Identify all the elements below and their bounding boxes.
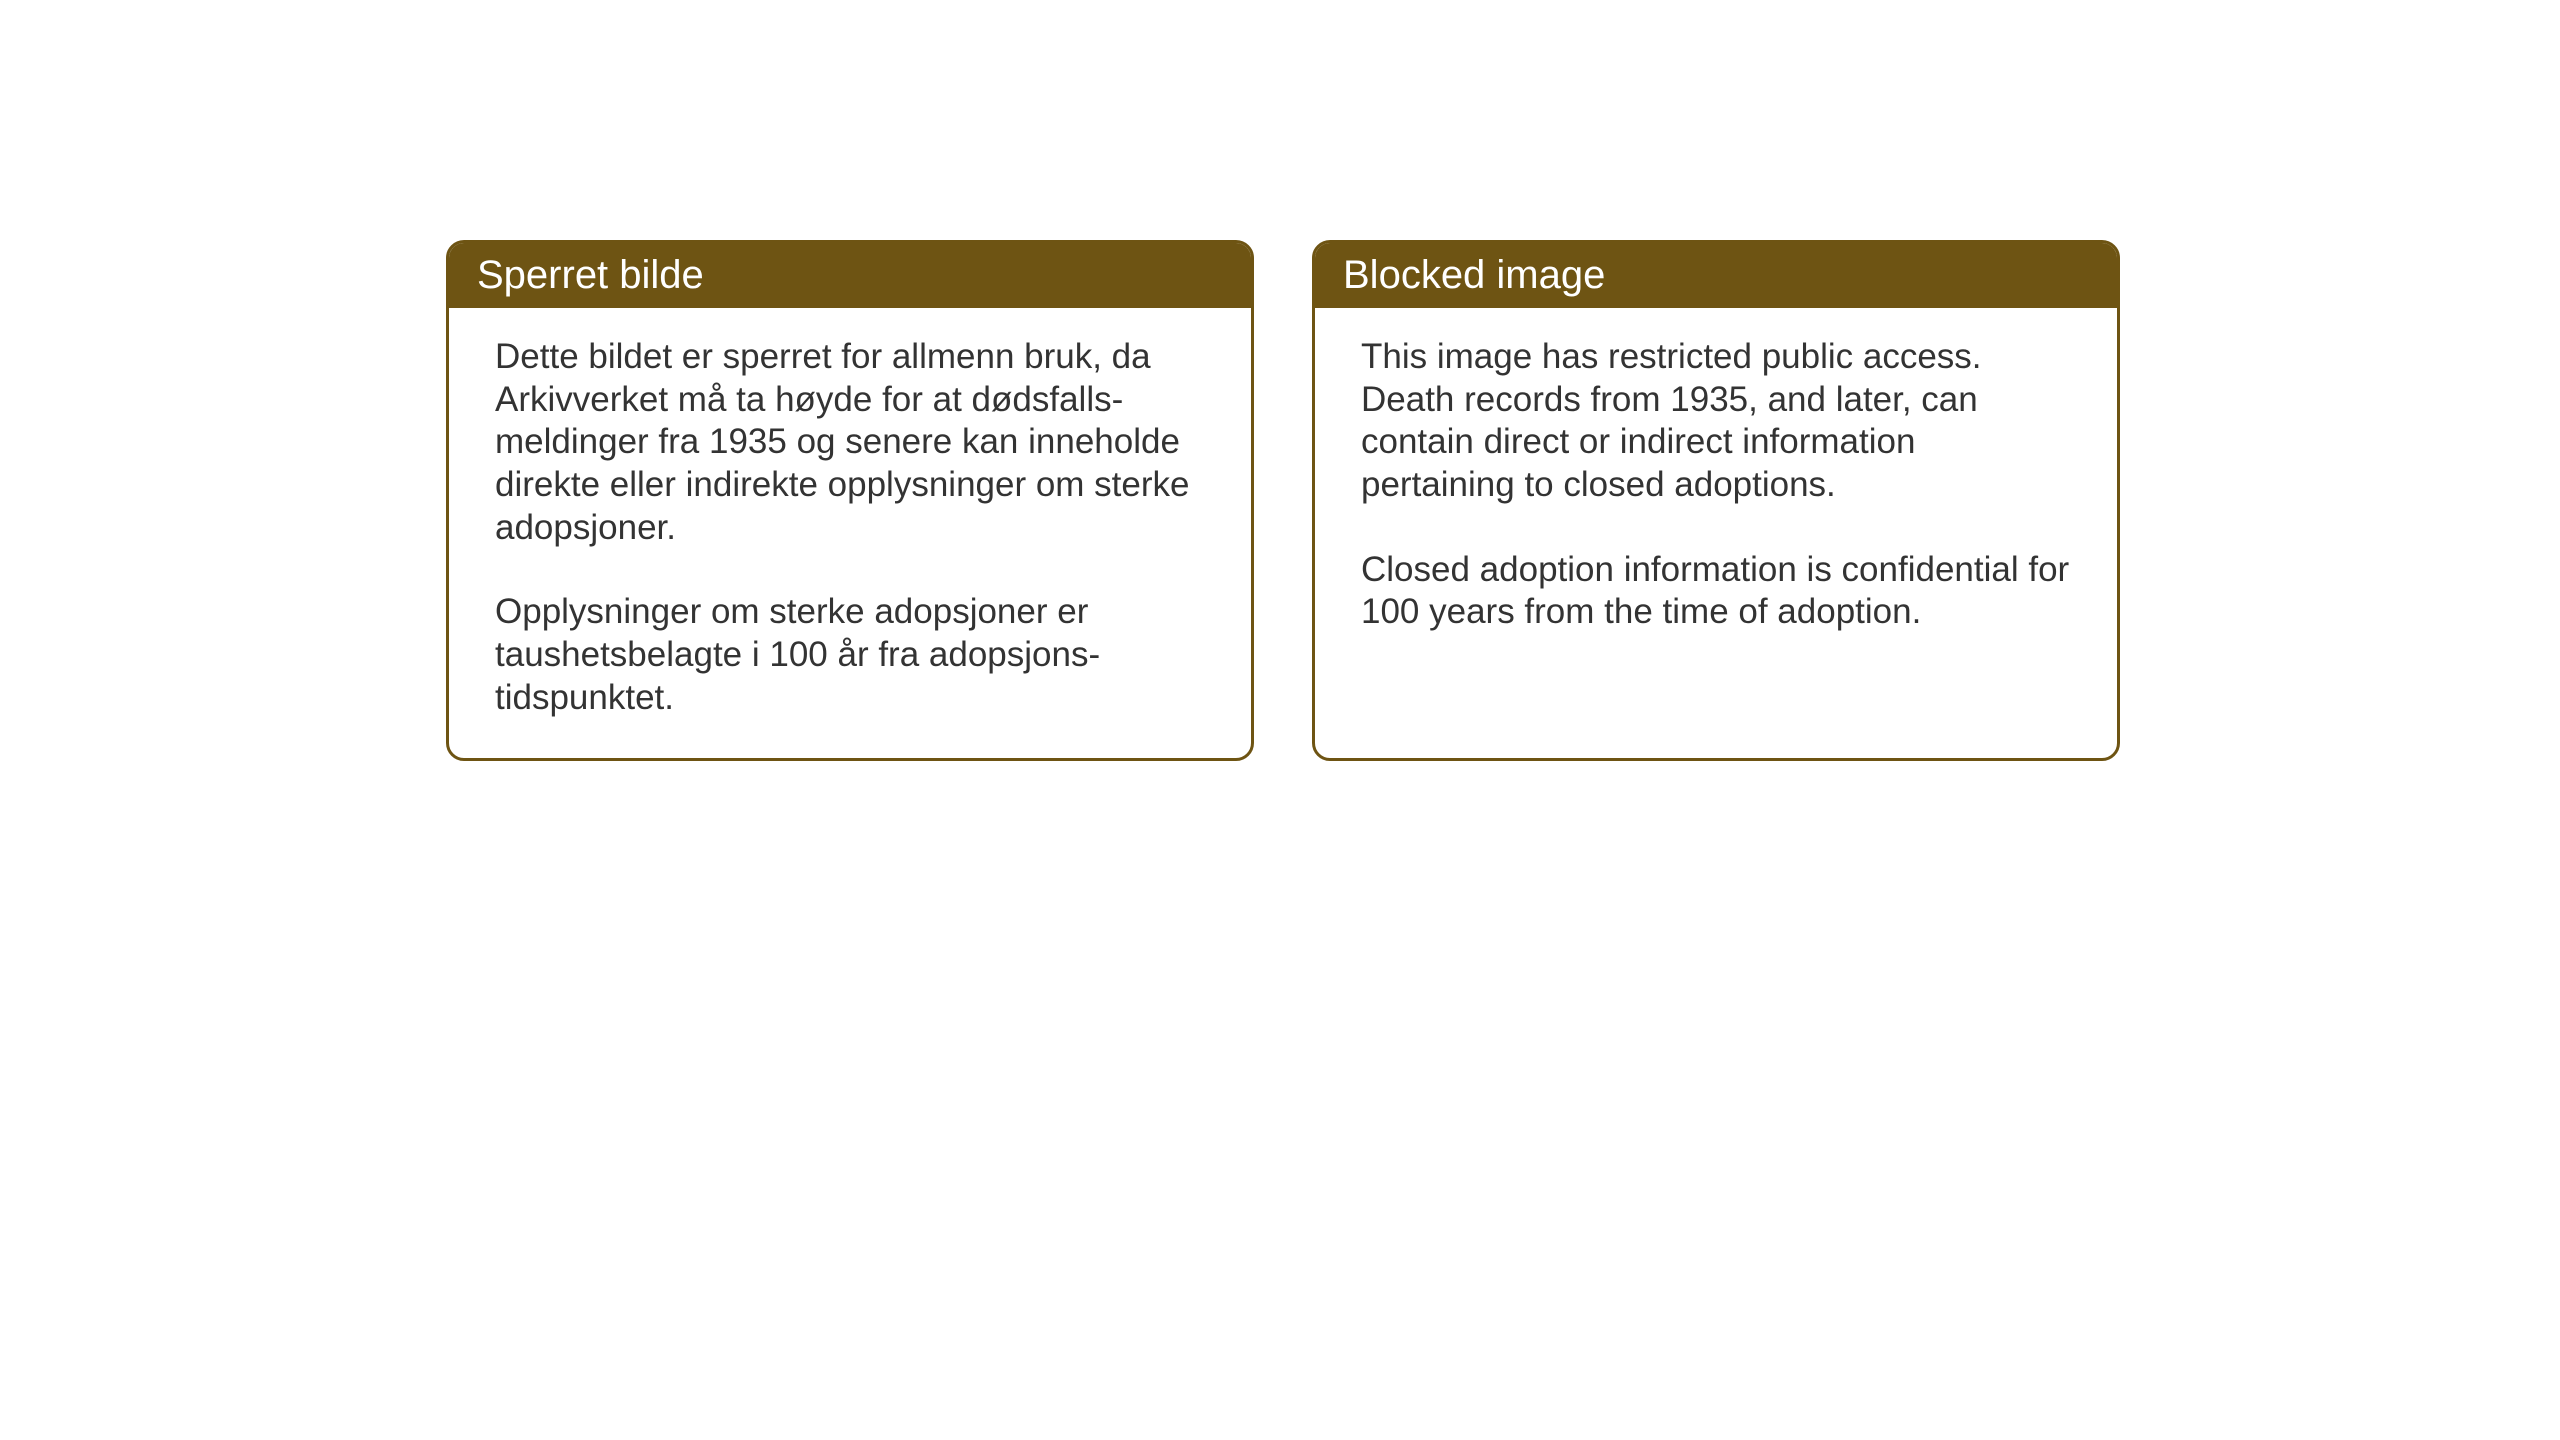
card-english: Blocked image This image has restricted … — [1312, 240, 2120, 761]
card-norwegian: Sperret bilde Dette bildet er sperret fo… — [446, 240, 1254, 761]
card-header-english: Blocked image — [1315, 243, 2117, 308]
card-paragraph-norwegian-1: Dette bildet er sperret for allmenn bruk… — [495, 336, 1205, 549]
card-paragraph-english-2: Closed adoption information is confident… — [1361, 549, 2071, 634]
card-body-english: This image has restricted public access.… — [1315, 308, 2117, 758]
card-paragraph-english-1: This image has restricted public access.… — [1361, 336, 2071, 507]
card-paragraph-norwegian-2: Opplysninger om sterke adopsjoner er tau… — [495, 591, 1205, 719]
card-title-norwegian: Sperret bilde — [477, 253, 704, 297]
cards-container: Sperret bilde Dette bildet er sperret fo… — [446, 240, 2120, 761]
card-body-norwegian: Dette bildet er sperret for allmenn bruk… — [449, 308, 1251, 758]
card-header-norwegian: Sperret bilde — [449, 243, 1251, 308]
card-title-english: Blocked image — [1343, 253, 1605, 297]
